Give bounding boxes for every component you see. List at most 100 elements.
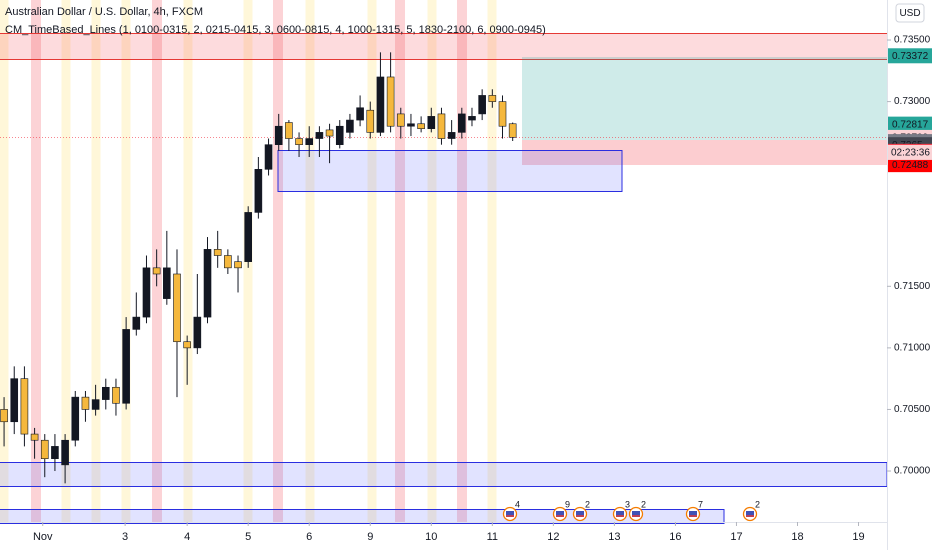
candle-body: [356, 107, 364, 121]
axis-layer: 0.73500 0.73000 0.71500 0.71000 0.70500 0.700…: [33, 35, 932, 543]
target-zone: [522, 57, 887, 140]
event-count: 3: [625, 499, 630, 509]
session-stripe: [0, 0, 9, 522]
x-tick-label: 4: [184, 531, 190, 543]
session-stripe: [457, 0, 467, 522]
x-tick-label: 12: [547, 531, 559, 543]
y-tick-label: 0.71500: [894, 281, 931, 292]
session-stripe: [395, 0, 405, 522]
event-count: 2: [641, 499, 646, 509]
event-flag: [556, 511, 564, 517]
x-tick-label: 6: [306, 531, 312, 543]
session-stripe: [31, 0, 41, 522]
y-tick-label: 0.73000: [894, 96, 931, 107]
candle-body: [274, 125, 283, 145]
x-tick-label: 9: [367, 531, 373, 543]
session-stripe: [61, 0, 71, 522]
candle-body: [71, 396, 80, 441]
candle-body: [437, 113, 446, 139]
session-stripe: [91, 0, 101, 522]
price-label: 0.72488: [892, 160, 929, 171]
price-label: 0.73372: [892, 51, 929, 62]
candle-body: [81, 396, 90, 410]
session-stripe: [305, 0, 315, 522]
x-tick-label: 19: [852, 531, 864, 543]
session-stripe: [487, 0, 497, 522]
candle-body: [112, 386, 120, 404]
event-flag: [506, 511, 514, 517]
candle-body: [40, 439, 49, 460]
event-count: 7: [698, 499, 703, 509]
candle-body: [427, 116, 436, 129]
support-zone: [0, 509, 725, 524]
event-flag: [689, 511, 697, 517]
candle-body: [10, 378, 19, 423]
currency-button[interactable]: [895, 3, 925, 23]
price-label-box: [888, 157, 932, 173]
x-tick-label: 13: [608, 531, 620, 543]
candle-body: [101, 386, 110, 400]
candle-body: [142, 267, 151, 318]
candle-body: [305, 138, 314, 145]
candle-body: [417, 123, 425, 129]
event-flag: [576, 511, 584, 517]
indicator-label: CM_TimeBased_Lines (1, 0100-0315, 2, 021…: [5, 24, 546, 36]
candle-body: [315, 132, 324, 139]
countdown: 02:23:36: [891, 148, 930, 159]
y-tick-label: 0.70000: [894, 466, 931, 477]
session-stripe: [121, 0, 131, 522]
candle-body: [0, 409, 8, 423]
candle-body: [254, 169, 263, 213]
candle-body: [122, 329, 130, 404]
price-label: 0.72817: [892, 119, 929, 130]
stop-zone: [522, 140, 887, 165]
x-tick-label: 18: [791, 531, 803, 543]
candle-body: [152, 267, 161, 275]
y-tick-label: 0.73500: [894, 35, 931, 46]
candle-body: [468, 116, 476, 121]
candle-body: [203, 249, 212, 318]
y-tick-label: 0.71000: [894, 343, 931, 354]
x-tick-label: 10: [425, 531, 437, 543]
session-stripe: [427, 0, 437, 522]
candle-body: [61, 439, 69, 466]
candle-body: [366, 109, 375, 133]
x-tick-label: 3: [122, 531, 128, 543]
candle-body: [396, 113, 405, 127]
candle-body: [163, 267, 171, 299]
candle-body: [244, 212, 252, 262]
session-stripe: [183, 0, 193, 522]
candle-body: [407, 123, 415, 127]
x-tick-label: Nov: [33, 531, 53, 543]
chart-title: Australian Dollar / U.S. Dollar, 4h, FXC…: [5, 6, 203, 18]
candle-body: [183, 341, 191, 349]
session-stripe: [367, 0, 377, 522]
candle-body: [478, 95, 486, 115]
event-flag: [616, 511, 624, 517]
candle-body: [498, 101, 507, 127]
countdown-box: [888, 144, 932, 160]
candle-body: [376, 76, 385, 133]
candle-body: [508, 123, 517, 138]
price-label-box: [888, 116, 932, 132]
candle-body: [335, 125, 344, 145]
candle-body: [224, 255, 232, 269]
candle-body: [285, 122, 293, 139]
event-count: 2: [755, 499, 760, 509]
candles-layer: [0, 52, 517, 484]
currency-label[interactable]: USD: [899, 8, 920, 19]
x-tick-label: 11: [487, 531, 498, 543]
candle-body: [51, 446, 59, 460]
candle-body: [458, 113, 466, 133]
candle-body: [447, 132, 456, 139]
event-flag: [746, 511, 754, 517]
event-count: 4: [515, 499, 520, 509]
event-count: 9: [565, 499, 570, 509]
candle-body: [295, 138, 303, 145]
x-tick-label: 16: [669, 531, 681, 543]
event-flag: [632, 511, 640, 517]
x-tick-label: 5: [245, 531, 251, 543]
candle-body: [264, 144, 273, 170]
